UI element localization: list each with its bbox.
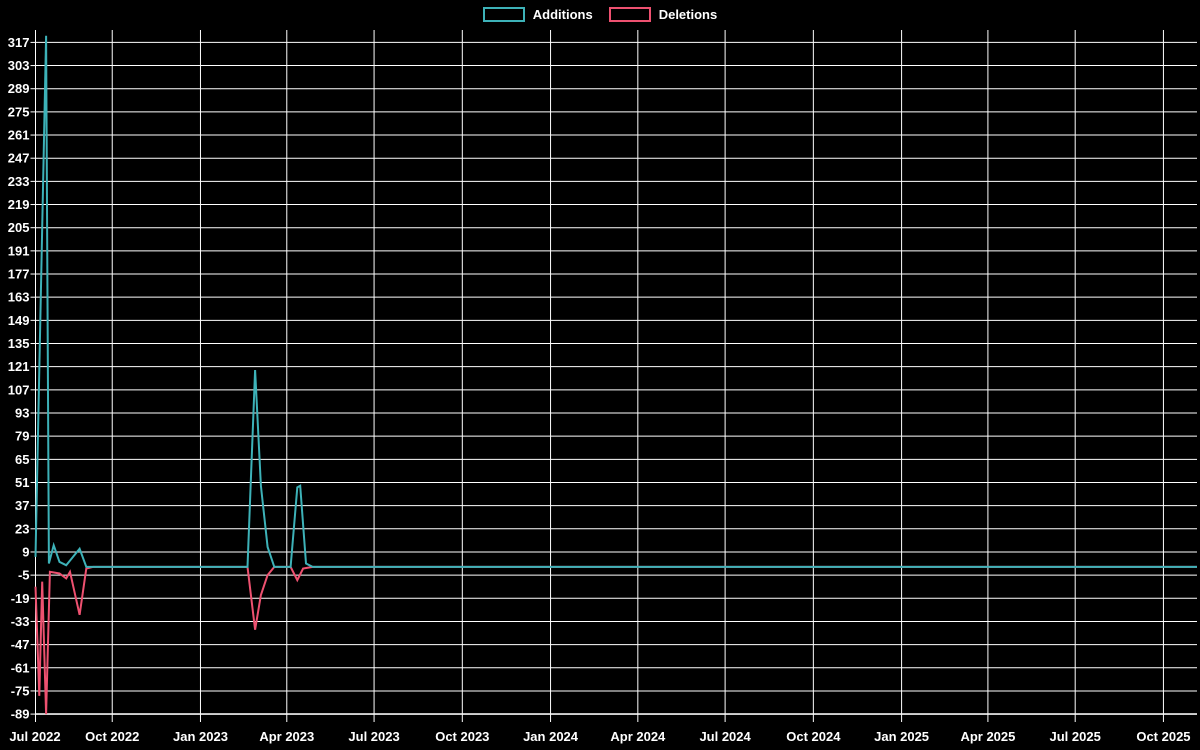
y-tick-label: 233 (8, 174, 30, 189)
y-tick-label: 121 (8, 359, 30, 374)
legend-item-deletions[interactable]: Deletions (608, 7, 718, 22)
y-tick-label: -61 (11, 660, 30, 675)
x-tick-label: Jul 2025 (1050, 729, 1101, 744)
y-tick-label: 219 (8, 197, 30, 212)
x-tick-label: Apr 2025 (960, 729, 1015, 744)
x-tick-label: Apr 2023 (259, 729, 314, 744)
deletions-swatch-icon (608, 7, 651, 22)
y-tick-label: 191 (8, 243, 30, 258)
axes (35, 30, 1197, 722)
x-tick-label: Jan 2023 (173, 729, 228, 744)
y-tick-label: -33 (11, 614, 30, 629)
y-tick-label: 317 (8, 35, 30, 50)
y-tick-label: 135 (8, 336, 30, 351)
x-tick-label: Oct 2024 (786, 729, 841, 744)
vertical-gridlines (111, 30, 1164, 714)
y-tick-label: 107 (8, 382, 30, 397)
y-tick-label: 261 (8, 128, 30, 143)
x-tick-label: Oct 2025 (1136, 729, 1190, 744)
x-tick-label: Oct 2023 (435, 729, 489, 744)
legend-label-deletions: Deletions (658, 7, 718, 22)
chart-legend: Additions Deletions (0, 7, 1200, 22)
series-line-additions (34, 35, 1197, 568)
y-tick-label: 65 (15, 452, 29, 467)
y-axis-labels: -89 -75 -61 -47 -33 -19 -5 9 23 37 51 65 79 93 107 121 1… (8, 35, 30, 722)
y-tick-label: 93 (15, 405, 29, 420)
x-tick-label: Oct 2022 (85, 729, 139, 744)
x-tick-label: Apr 2024 (610, 729, 666, 744)
y-tick-label: 51 (15, 475, 29, 490)
legend-item-additions[interactable]: Additions (482, 7, 593, 22)
y-tick-label: 79 (15, 429, 29, 444)
y-tick-label: 9 (22, 544, 29, 559)
y-tick-label: 247 (8, 151, 30, 166)
y-tick-label: 37 (15, 498, 29, 513)
horizontal-gridlines (35, 41, 1197, 715)
x-tick-label: Jul 2023 (348, 729, 399, 744)
y-tick-label: -5 (18, 568, 30, 583)
y-tick-label: -75 (11, 683, 30, 698)
y-tick-label: 205 (8, 220, 30, 235)
y-tick-label: -47 (11, 637, 30, 652)
additions-swatch-icon (482, 7, 525, 22)
y-tick-label: 275 (8, 104, 30, 119)
y-tick-label: -19 (11, 591, 30, 606)
y-tick-label: 289 (8, 81, 30, 96)
y-tick-label: 177 (8, 267, 30, 282)
y-tick-label: 23 (15, 521, 29, 536)
x-tick-label: Jan 2025 (874, 729, 929, 744)
legend-label-additions: Additions (532, 7, 593, 22)
x-tick-label: Jul 2024 (699, 729, 751, 744)
y-tick-label: -89 (11, 707, 30, 722)
x-axis-labels: Jul 2022 Oct 2022 Jan 2023 Apr 2023 Jul 2023… (9, 729, 1190, 744)
tick-marks (30, 41, 1164, 722)
y-tick-label: 303 (8, 58, 30, 73)
y-tick-label: 149 (8, 313, 30, 328)
series-line-deletions (34, 565, 1197, 715)
y-tick-label: 163 (8, 290, 30, 305)
x-tick-label: Jan 2024 (523, 729, 579, 744)
x-tick-label: Jul 2022 (9, 729, 60, 744)
data-series (34, 35, 1197, 715)
